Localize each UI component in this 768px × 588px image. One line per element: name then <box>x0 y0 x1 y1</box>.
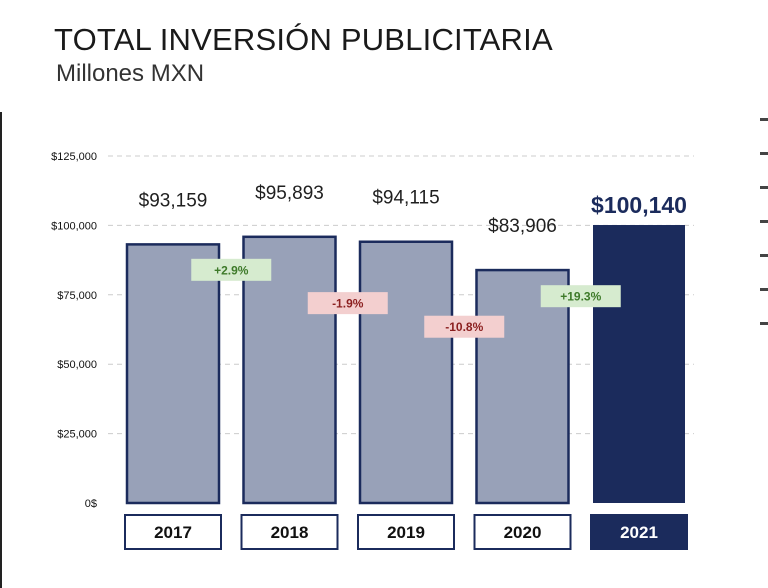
change-label: +2.9% <box>214 263 249 277</box>
category-label-2020: 2020 <box>504 523 542 542</box>
category-label-2018: 2018 <box>271 523 309 542</box>
category-label-2017: 2017 <box>154 523 192 542</box>
change-badge <box>191 258 272 281</box>
y-tick-label: $25,000 <box>57 429 97 441</box>
bar-2017 <box>125 243 221 505</box>
y-tick-label: $75,000 <box>57 290 97 302</box>
value-label-2019: $94,115 <box>372 188 439 209</box>
y-tick-label: $50,000 <box>57 359 97 371</box>
category-box-2020 <box>473 514 572 550</box>
change-badge <box>424 315 505 338</box>
change-label: -1.9% <box>332 297 364 311</box>
change-label: +19.3% <box>560 290 601 304</box>
category-label-2019: 2019 <box>387 523 425 542</box>
bar-2020 <box>475 268 570 505</box>
bar-2018 <box>242 235 337 505</box>
chart-subtitle: Millones MXN <box>56 60 205 87</box>
bar-2019 <box>358 240 454 505</box>
y-tick-label: 0$ <box>85 498 97 510</box>
category-box-2019 <box>357 514 455 550</box>
change-badge <box>307 292 388 315</box>
bar-2021 <box>593 225 685 503</box>
value-label-2018: $95,893 <box>255 183 324 204</box>
category-box-2017 <box>124 514 222 550</box>
category-label-2021: 2021 <box>620 523 658 542</box>
category-box-2018 <box>240 514 339 550</box>
value-label-2021: $100,140 <box>591 192 687 218</box>
cropped-edge-marks <box>752 118 768 328</box>
value-label-2020: $83,906 <box>488 216 557 237</box>
value-label-2017: $93,159 <box>139 190 208 211</box>
change-badge <box>540 285 621 308</box>
change-label: -10.8% <box>445 320 483 334</box>
y-tick-label: $100,000 <box>51 220 97 232</box>
category-box-2021 <box>590 514 688 550</box>
left-border-line <box>0 112 2 588</box>
y-tick-label: $125,000 <box>51 151 97 163</box>
chart-title: TOTAL INVERSIÓN PUBLICITARIA <box>54 22 553 57</box>
